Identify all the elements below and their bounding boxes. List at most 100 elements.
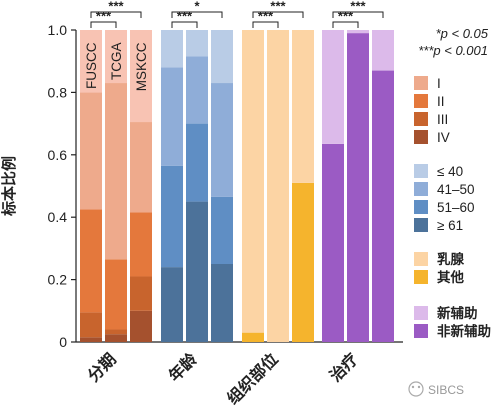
bar-segment <box>80 337 102 342</box>
y-tick-label: 0.6 <box>48 147 68 163</box>
significance-stars: *** <box>270 0 286 14</box>
legend-label: 乳腺 <box>437 251 464 267</box>
legend-label: 非新辅助 <box>437 323 491 339</box>
legend-swatch <box>414 324 428 338</box>
x-category-label: 分期 <box>84 349 120 385</box>
bar-segment <box>347 33 369 343</box>
bar-segment <box>130 212 152 277</box>
bar-segment <box>322 143 344 342</box>
bar-segment <box>105 259 127 330</box>
watermark: SIBCS <box>408 381 464 397</box>
bar-label: TCGA <box>109 42 124 80</box>
significance-bracket <box>171 21 198 28</box>
pvalue-legend-item: *p < 0.05 <box>436 26 489 41</box>
watermark-text: SIBCS <box>428 383 464 397</box>
y-tick-label: 0.2 <box>48 272 68 288</box>
bar-segment <box>105 334 127 342</box>
bar-segment <box>161 67 183 166</box>
bar-segment <box>80 312 102 338</box>
legend-label: 新辅助 <box>437 305 478 321</box>
watermark-icon-dot <box>417 385 421 389</box>
significance-stars: * <box>194 0 200 14</box>
x-category-label: 年龄 <box>165 349 202 386</box>
y-tick-label: 0 <box>59 334 67 350</box>
legend-swatch <box>414 252 428 266</box>
bar-segment <box>186 30 208 57</box>
significance-bracket <box>252 11 304 18</box>
bar-segment <box>211 83 233 197</box>
significance-bracket <box>90 11 142 18</box>
bar-segment <box>242 30 264 333</box>
x-category-label: 治疗 <box>326 349 362 385</box>
bar-segment <box>80 209 102 313</box>
significance-stars: *** <box>258 9 274 24</box>
bar-segment <box>105 83 127 260</box>
significance-stars: *** <box>96 9 112 24</box>
bar-segment <box>211 196 233 264</box>
significance-brackets: ********************** <box>90 0 384 28</box>
legend-label: IV <box>437 130 450 145</box>
bar-segment <box>130 310 152 342</box>
significance-bracket <box>332 11 384 18</box>
legend-label: II <box>437 94 445 109</box>
significance-bracket <box>171 11 223 18</box>
significance-bracket <box>252 21 279 28</box>
bar-label: FUSCC <box>84 42 99 89</box>
bar-segment <box>211 30 233 84</box>
legend-swatch <box>414 200 428 214</box>
bar-segment <box>347 30 369 34</box>
significance-stars: *** <box>177 9 193 24</box>
bar-segment <box>267 30 289 342</box>
significance-stars: *** <box>338 9 354 24</box>
bar-segment <box>292 182 314 342</box>
pvalue-legend-item: ***p < 0.001 <box>418 43 488 58</box>
bar-segment <box>186 123 208 202</box>
bar-segment <box>161 30 183 68</box>
bar-segment <box>372 70 394 342</box>
significance-bracket <box>332 21 359 28</box>
bar-segment <box>105 30 127 84</box>
bar-segment <box>130 276 152 311</box>
significance-bracket <box>90 21 117 28</box>
watermark-icon <box>408 381 424 397</box>
legend-label: III <box>437 112 448 127</box>
bar-label: MSKCC <box>134 42 149 91</box>
legend-label: ≥ 61 <box>437 218 463 233</box>
significance-stars: *** <box>350 0 366 14</box>
bar-segment <box>211 264 233 342</box>
legend-swatch <box>414 76 428 90</box>
bar-segment <box>80 92 102 210</box>
x-category-label: 组织部位 <box>223 349 282 408</box>
legend-swatch <box>414 164 428 178</box>
bars: FUSCC TCGA MSKCC <box>80 30 394 343</box>
bar-segment <box>130 122 152 213</box>
legend-swatch <box>414 182 428 196</box>
y-tick-label: 0.4 <box>48 209 68 225</box>
legend-swatch <box>414 112 428 126</box>
legend-swatch <box>414 270 428 284</box>
bar-segment <box>186 56 208 124</box>
bar-segment <box>105 329 127 335</box>
bar-segment <box>80 30 102 93</box>
watermark-icon-dot <box>411 385 415 389</box>
legend-label: 41–50 <box>437 182 475 197</box>
y-tick-label: 0.8 <box>48 84 68 100</box>
legend-swatch <box>414 130 428 144</box>
legend-label: I <box>437 76 441 91</box>
legend-swatch <box>414 94 428 108</box>
bar-segment <box>130 30 152 123</box>
bar-segment <box>372 30 394 71</box>
legend-label: ≤ 40 <box>437 164 463 179</box>
legend-label: 51–60 <box>437 200 475 215</box>
bar-segment <box>186 201 208 342</box>
y-axis-label: 标本比例 <box>0 156 18 217</box>
bar-segment <box>161 267 183 342</box>
significance-stars: *** <box>108 0 124 14</box>
bar-segment <box>322 30 344 144</box>
legend-swatch <box>414 218 428 232</box>
bar-segment <box>292 30 314 183</box>
y-tick-label: 1.0 <box>48 22 68 38</box>
bar-segment <box>161 165 183 268</box>
